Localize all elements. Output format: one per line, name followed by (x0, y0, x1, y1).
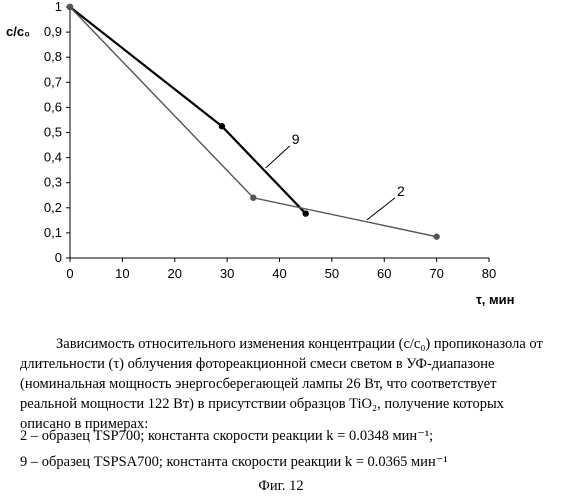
x-tick-label: 70 (429, 266, 443, 281)
x-tick-label: 20 (168, 266, 182, 281)
x-tick-label: 0 (66, 266, 73, 281)
x-axis-title: τ, мин (476, 292, 515, 307)
data-point (219, 123, 225, 129)
caption-paragraph: Зависимость относительного изменения кон… (20, 334, 550, 434)
x-tick-label: 30 (220, 266, 234, 281)
x-tick-label: 50 (325, 266, 339, 281)
y-axis-title: c/c₀ (6, 24, 30, 39)
y-axis-ticks: 0 0,1 0,2 0,3 0,4 0,5 0,6 0,7 0,8 0,9 1 (44, 0, 70, 265)
data-point (67, 4, 73, 10)
y-tick-label: 0,1 (44, 225, 62, 240)
series-layer: 92 (67, 4, 440, 240)
data-point (302, 210, 308, 216)
legend-entry-2: 2 – образец TSP700; константа скорости р… (20, 426, 550, 446)
legend-text-9: 9 – образец TSPSA700; константа скорости… (20, 452, 550, 472)
figure-caption: Зависимость относительного изменения кон… (20, 334, 550, 434)
y-tick-label: 0,5 (44, 125, 62, 140)
x-axis-ticks: 0 10 20 30 40 50 60 70 80 (66, 258, 496, 281)
series-2 (67, 4, 440, 240)
x-tick-label: 40 (272, 266, 286, 281)
series-line-9 (70, 7, 306, 214)
y-tick-label: 0,7 (44, 74, 62, 89)
legend-entry-9: 9 – образец TSPSA700; константа скорости… (20, 452, 550, 472)
line-chart: 0 0,1 0,2 0,3 0,4 0,5 0,6 0,7 0,8 0,9 1 0 10 20 30 40 5… (0, 0, 562, 330)
x-tick-label: 80 (482, 266, 496, 281)
legend-text-2: 2 – образец TSP700; константа скорости р… (20, 426, 550, 446)
y-tick-label: 0,3 (44, 175, 62, 190)
series-9-label: 9 (292, 131, 300, 147)
x-tick-label: 10 (115, 266, 129, 281)
x-tick-label: 60 (377, 266, 391, 281)
figure-label: Фиг. 12 (0, 476, 562, 496)
y-tick-label: 0 (55, 250, 62, 265)
series-line-2 (70, 7, 437, 237)
series-9 (67, 4, 309, 217)
data-point (433, 233, 439, 239)
y-tick-label: 1 (55, 0, 62, 14)
y-tick-label: 0,9 (44, 24, 62, 39)
series-2-leader (367, 198, 395, 220)
series-9-leader (266, 146, 290, 168)
y-tick-label: 0,2 (44, 200, 62, 215)
y-tick-label: 0,8 (44, 49, 62, 64)
y-tick-label: 0,6 (44, 99, 62, 114)
series-2-label: 2 (397, 183, 405, 199)
data-point (250, 195, 256, 201)
y-tick-label: 0,4 (44, 150, 62, 165)
